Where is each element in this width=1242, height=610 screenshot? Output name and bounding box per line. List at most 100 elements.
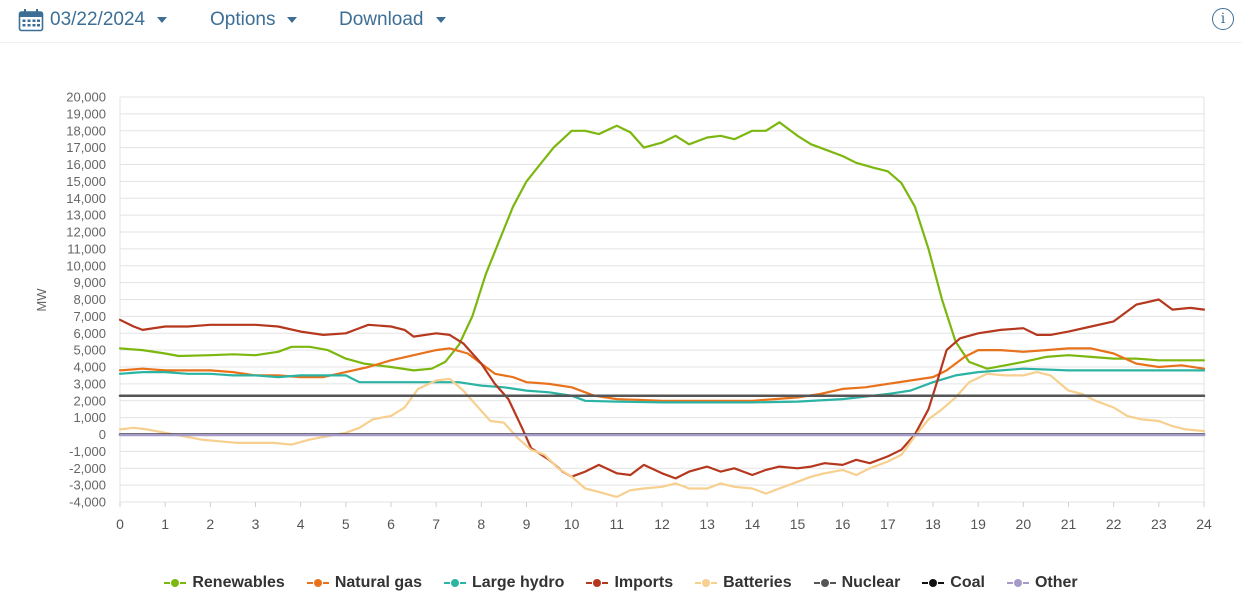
x-tick-label: 8 [477,516,485,532]
toolbar: 03/22/2024 Options Download i [0,0,1242,43]
legend-item-renewables[interactable]: Renewables [164,574,285,592]
options-menu[interactable]: Options [210,6,298,34]
legend-swatch-icon [164,577,187,589]
legend-swatch-icon [306,577,329,589]
legend-swatch-dot [820,579,829,587]
y-tick-label: 1,000 [73,410,106,425]
y-tick-label: 0 [99,427,106,442]
legend-item-coal[interactable]: Coal [922,574,985,592]
legend-label: Nuclear [841,574,901,591]
chart: 20,00019,00018,00017,00016,00015,00014,0… [34,90,1212,533]
y-tick-label: -2,000 [69,461,106,476]
y-tick-label: 13,000 [66,208,106,223]
chart-grid [119,96,1205,503]
y-axis-label: MW [34,288,49,312]
x-tick-label: 22 [1106,516,1122,532]
x-tick-label: 24 [1196,516,1212,532]
x-tick-label: 11 [610,516,625,532]
download-menu[interactable]: Download [339,6,446,34]
x-tick-label: 3 [252,516,260,532]
chart-legend: Renewables Natural gas Large hydro Imports B… [0,574,1242,592]
download-label: Download [339,9,424,30]
legend-item-batteries[interactable]: Batteries [695,574,792,592]
y-tick-label: 10,000 [66,258,106,273]
x-tick-label: 12 [654,516,670,532]
y-tick-label: 17,000 [66,140,106,155]
y-tick-label: 12,000 [66,225,106,240]
y-tick-label: 2,000 [73,393,106,408]
info-icon[interactable]: i [1212,8,1234,30]
y-tick-label: 5,000 [73,343,106,358]
x-tick-label: 0 [116,516,124,532]
x-tick-label: 7 [432,516,440,532]
x-tick-label: 6 [387,516,395,532]
y-tick-label: -4,000 [69,495,106,510]
legend-label: Coal [950,574,985,591]
legend-label: Other [1034,574,1078,591]
y-tick-label: 19,000 [66,106,106,121]
legend-swatch-dot [702,579,711,587]
x-tick-label: 21 [1061,516,1077,532]
calendar-icon [18,9,44,32]
y-tick-label: 3,000 [73,376,106,391]
x-tick-label: 4 [297,516,305,532]
x-tick-label: 1 [161,516,169,532]
legend-swatch-icon [922,577,945,589]
options-label: Options [210,9,276,30]
y-tick-label: 16,000 [66,157,106,172]
legend-swatch-dot [313,579,322,587]
x-tick-label: 5 [342,516,350,532]
legend-swatch-dot [450,579,459,587]
x-tick-label: 18 [925,516,941,532]
legend-swatch-icon [443,577,466,589]
legend-item-nuclear[interactable]: Nuclear [813,574,901,592]
legend-item-large-hydro[interactable]: Large hydro [443,574,565,592]
y-tick-label: 9,000 [73,275,106,290]
y-tick-label: -3,000 [69,478,106,493]
series-line-large-hydro [118,367,1206,404]
legend-swatch-icon [1006,577,1029,589]
series-line-natural-gas [118,347,1206,402]
x-tick-label: 2 [206,516,214,532]
y-tick-label: 18,000 [66,123,106,138]
x-tick-label: 23 [1151,516,1167,532]
y-tick-label: 14,000 [66,191,106,206]
y-tick-label: 15,000 [66,174,106,189]
legend-label: Imports [614,574,674,591]
x-tick-label: 9 [523,516,531,532]
date-picker[interactable]: 03/22/2024 [18,6,168,34]
legend-swatch-icon [695,577,718,589]
chevron-down-icon [287,17,298,23]
x-axis-ticks: 0 1 2 3 4 5 6 7 8 9 10 11 12 13 14 15 16 17 18 19 20 21 22 23 24 [116,502,1212,532]
legend-swatch-icon [813,577,836,589]
series-line-imports [118,298,1206,480]
y-tick-label: -1,000 [69,444,106,459]
series-line-renewables [118,121,1206,372]
x-tick-label: 16 [835,516,851,532]
legend-swatch-dot [593,579,602,587]
legend-swatch-dot [1013,579,1022,587]
x-tick-label: 19 [970,516,986,532]
x-tick-label: 20 [1016,516,1032,532]
x-tick-label: 14 [745,516,761,532]
legend-item-other[interactable]: Other [1006,574,1078,592]
legend-label: Large hydro [471,574,565,591]
y-tick-label: 20,000 [66,90,106,105]
legend-label: Batteries [723,574,792,591]
legend-swatch-dot [171,579,180,587]
date-label: 03/22/2024 [50,9,146,30]
legend-label: Natural gas [334,574,422,591]
series-line-batteries [118,371,1206,498]
legend-item-imports[interactable]: Imports [586,574,673,592]
y-tick-label: 4,000 [73,360,106,375]
y-tick-label: 8,000 [73,292,106,307]
x-tick-label: 10 [564,516,580,532]
chart-series [118,121,1206,498]
chevron-down-icon [435,17,446,23]
legend-swatch-icon [586,577,609,589]
chevron-down-icon [157,17,168,23]
y-tick-label: 11,000 [67,241,106,256]
y-tick-label: 7,000 [73,309,106,324]
legend-item-natural-gas[interactable]: Natural gas [306,574,422,592]
